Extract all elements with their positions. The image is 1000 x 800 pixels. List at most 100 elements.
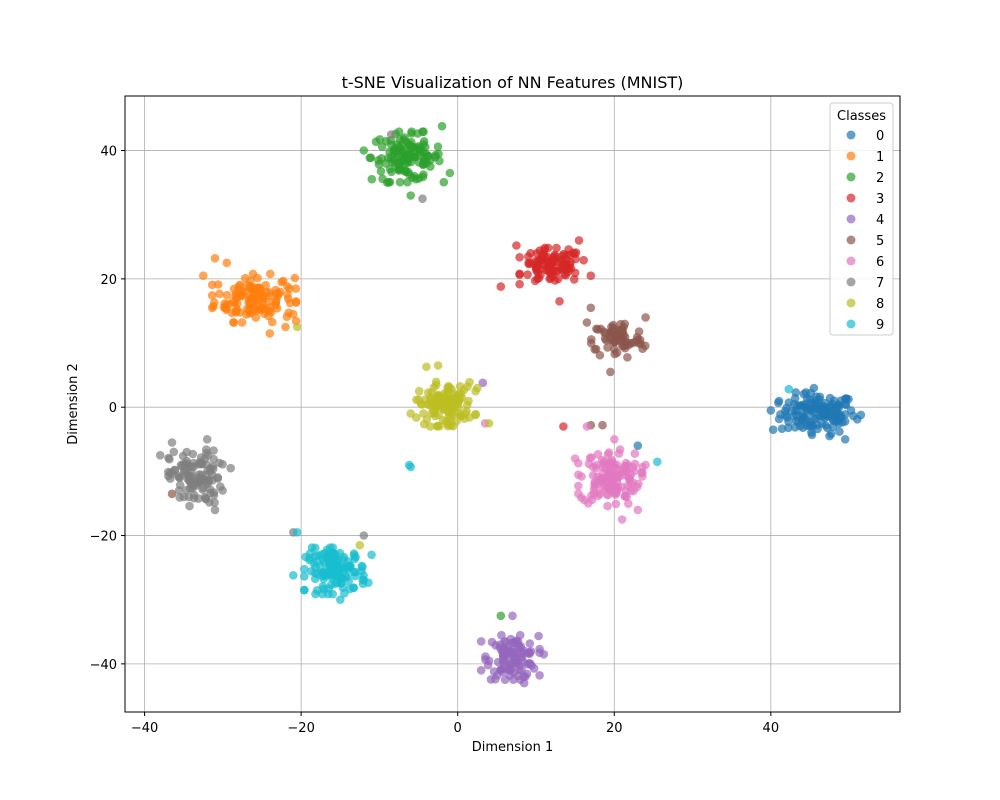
data-point-class-2 bbox=[419, 159, 429, 169]
data-point-class-9 bbox=[345, 584, 355, 594]
data-point-class-9 bbox=[289, 571, 298, 580]
data-point-class-6 bbox=[593, 450, 603, 459]
y-axis-title: Dimension 2 bbox=[66, 363, 81, 445]
data-point-class-2 bbox=[435, 156, 444, 166]
data-point-class-7 bbox=[182, 447, 191, 457]
data-point-class-8 bbox=[417, 400, 427, 409]
legend-marker bbox=[846, 151, 856, 161]
data-point-class-3 bbox=[559, 422, 568, 431]
data-point-class-8 bbox=[444, 383, 454, 392]
axis-ticks: −40 −20 0 20 40 −40 −20 0 20 40 bbox=[90, 145, 780, 736]
data-point-class-5 bbox=[595, 350, 605, 360]
data-point-class-4 bbox=[478, 378, 488, 388]
data-point-class-0 bbox=[821, 421, 830, 430]
data-point-class-3 bbox=[515, 252, 524, 262]
y-tick-label: 40 bbox=[100, 145, 117, 160]
data-point-class-5 bbox=[620, 340, 629, 350]
data-point-class-7 bbox=[218, 460, 227, 469]
data-point-class-2 bbox=[365, 153, 375, 163]
data-point-class-5 bbox=[618, 327, 627, 337]
legend-items: 0 1 2 3 4 5 6 7 8 9 bbox=[846, 129, 884, 333]
data-point-class-5 bbox=[634, 327, 644, 336]
data-point-class-3 bbox=[526, 259, 536, 268]
data-point-class-6 bbox=[584, 499, 593, 508]
data-point-class-7 bbox=[175, 480, 185, 490]
data-point-class-3 bbox=[586, 271, 596, 281]
data-point-class-0 bbox=[825, 431, 834, 441]
data-point-class-2 bbox=[381, 159, 391, 168]
data-point-class-9 bbox=[300, 585, 309, 595]
x-axis-title: Dimension 1 bbox=[472, 740, 554, 755]
data-point-class-2 bbox=[413, 129, 423, 138]
legend-label: 1 bbox=[876, 150, 884, 165]
data-point-class-1 bbox=[210, 298, 219, 307]
data-point-class-3 bbox=[574, 236, 584, 245]
legend-label: 3 bbox=[876, 192, 884, 207]
data-point-class-6 bbox=[609, 486, 618, 495]
data-point-class-3 bbox=[564, 245, 573, 254]
data-point-class-7 bbox=[206, 488, 215, 498]
x-tick-label: −40 bbox=[131, 721, 158, 736]
data-point-class-0 bbox=[849, 411, 858, 421]
data-point-class-1 bbox=[281, 322, 290, 332]
x-tick-label: 20 bbox=[606, 721, 623, 736]
data-point-class-6 bbox=[577, 493, 586, 502]
data-point-class-9 bbox=[328, 549, 338, 558]
data-point-class-7 bbox=[195, 457, 205, 467]
data-point-class-9 bbox=[292, 528, 302, 537]
data-point-class-8 bbox=[414, 386, 424, 396]
data-point-class-0 bbox=[821, 411, 830, 420]
data-point-class-7 bbox=[185, 476, 194, 485]
data-point-class-6 bbox=[610, 435, 619, 444]
legend-marker bbox=[846, 256, 856, 266]
data-point-class-1 bbox=[229, 318, 238, 327]
data-point-class-9 bbox=[300, 564, 309, 574]
data-point-class-7 bbox=[169, 447, 179, 457]
data-point-class-1 bbox=[290, 273, 300, 283]
data-point-class-0 bbox=[766, 406, 776, 415]
data-point-class-9 bbox=[367, 550, 376, 560]
y-tick-label: −20 bbox=[90, 530, 117, 545]
data-point-class-2 bbox=[426, 162, 435, 171]
data-point-class-5 bbox=[582, 318, 592, 327]
data-point-class-6 bbox=[617, 482, 626, 491]
data-point-class-1 bbox=[291, 297, 301, 306]
data-point-class-6 bbox=[626, 486, 636, 496]
y-tick-label: 20 bbox=[100, 273, 117, 288]
data-point-class-1 bbox=[237, 318, 247, 327]
legend-marker bbox=[846, 214, 856, 224]
data-point-class-1 bbox=[285, 284, 294, 293]
data-point-class-5 bbox=[633, 335, 643, 345]
data-point-class-3 bbox=[534, 273, 544, 283]
data-point-class-1 bbox=[242, 310, 251, 319]
data-points bbox=[155, 121, 866, 688]
data-point-class-2 bbox=[367, 174, 377, 184]
data-point-class-1 bbox=[222, 300, 232, 309]
legend-label: 7 bbox=[876, 276, 884, 291]
data-point-class-0 bbox=[840, 435, 850, 444]
data-point-class-9 bbox=[325, 559, 334, 569]
data-point-class-1 bbox=[258, 298, 267, 307]
data-point-class-0 bbox=[856, 410, 866, 420]
data-point-class-9 bbox=[312, 556, 322, 566]
data-point-class-8 bbox=[406, 409, 416, 418]
data-point-class-2 bbox=[395, 177, 405, 187]
data-point-class-3 bbox=[496, 282, 506, 291]
data-point-class-3 bbox=[579, 255, 588, 265]
data-point-class-0 bbox=[832, 416, 841, 426]
legend-title: Classes bbox=[837, 109, 886, 124]
data-point-class-5 bbox=[623, 353, 632, 362]
data-point-class-9 bbox=[359, 571, 368, 580]
data-point-class-8 bbox=[433, 361, 443, 370]
data-point-class-7 bbox=[203, 451, 213, 460]
data-point-class-3 bbox=[545, 274, 554, 284]
data-point-class-6 bbox=[641, 460, 650, 470]
data-point-class-1 bbox=[199, 271, 208, 281]
data-point-class-4 bbox=[534, 631, 543, 641]
data-point-class-1 bbox=[289, 309, 298, 319]
data-point-class-9 bbox=[333, 567, 342, 576]
data-point-class-0 bbox=[808, 421, 817, 431]
data-point-class-3 bbox=[566, 264, 576, 273]
data-point-class-6 bbox=[638, 468, 647, 477]
